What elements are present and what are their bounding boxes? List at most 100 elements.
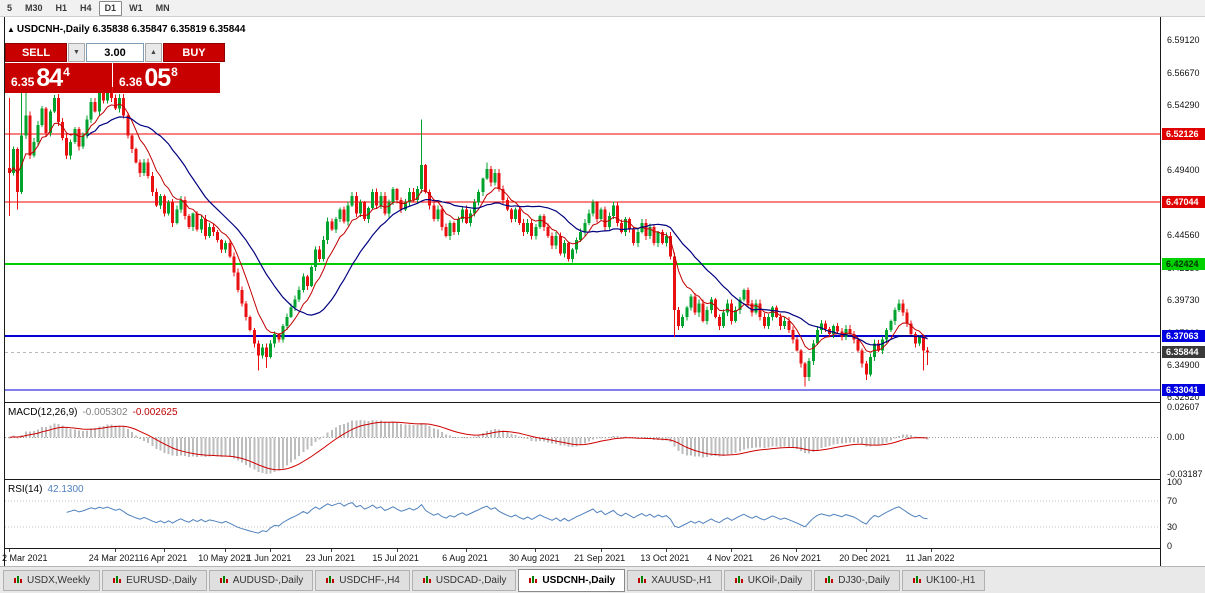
timeframe-button-H4[interactable]: H4 xyxy=(80,2,92,13)
bid-price-pip-digit: 4 xyxy=(63,65,70,79)
date-tick xyxy=(9,549,10,552)
volume-increase-button[interactable]: ▲ xyxy=(145,43,162,62)
price-tick: 6.44560 xyxy=(1167,230,1200,241)
date-tick xyxy=(665,549,667,552)
chart-tab-icon xyxy=(734,576,743,583)
level-price-badge: 6.42424 xyxy=(1162,258,1205,271)
rsi-line xyxy=(66,502,928,534)
bid-price-display[interactable]: 6.35 84 4 xyxy=(5,63,112,93)
pane-divider[interactable] xyxy=(4,479,1205,480)
candles-layer xyxy=(8,69,929,387)
rsi-indicator-title: RSI(14) 42.1300 xyxy=(8,484,89,495)
macd-axis-label: -0.03187 xyxy=(1167,468,1203,479)
buy-button[interactable]: BUY xyxy=(163,43,225,62)
bid-price-prefix: 6.35 xyxy=(11,75,35,89)
macd-axis-label: 0.00 xyxy=(1167,432,1185,443)
volume-input[interactable]: 3.00 xyxy=(86,43,144,62)
ask-price-display[interactable]: 6.36 05 8 xyxy=(113,63,220,93)
date-label: 6 Aug 2021 xyxy=(442,553,488,563)
chart-tab-icon xyxy=(825,576,834,583)
tab-eurusd-daily[interactable]: EURUSD-,Daily xyxy=(102,569,207,591)
sell-button[interactable]: SELL xyxy=(5,43,67,62)
date-tick xyxy=(164,549,166,552)
date-tick xyxy=(396,549,398,552)
price-tick: 6.54290 xyxy=(1167,99,1200,110)
date-label: 30 Aug 2021 xyxy=(509,553,560,563)
tab-usdchf-h4[interactable]: USDCHF-,H4 xyxy=(315,569,410,591)
chart-tab-icon xyxy=(912,576,921,583)
current-price-badge: 6.35844 xyxy=(1162,346,1205,359)
chart-region[interactable]: ▲ USDCNH-,Daily 6.35838 6.35847 6.35819 6… xyxy=(0,17,1205,566)
ask-price-prefix: 6.36 xyxy=(119,75,143,89)
level-price-badge: 6.47044 xyxy=(1162,196,1205,209)
timeframe-button-H1[interactable]: H1 xyxy=(55,2,68,13)
price-tick: 6.59120 xyxy=(1167,34,1200,45)
macd-axis-label: 0.02607 xyxy=(1167,402,1200,413)
rsi-label: RSI(14) xyxy=(8,484,43,495)
chart-tab-icon xyxy=(326,576,335,583)
level-price-badge: 6.37063 xyxy=(1162,330,1205,343)
chart-tab-icon xyxy=(113,576,122,583)
date-tick xyxy=(465,549,467,552)
rsi-axis-label: 70 xyxy=(1167,496,1178,507)
rsi-value: 42.1300 xyxy=(47,484,84,495)
date-label: 23 Jun 2021 xyxy=(305,553,356,563)
ask-price-pip-digit: 8 xyxy=(171,65,178,79)
tab-audusd-daily[interactable]: AUDUSD-,Daily xyxy=(208,569,314,591)
date-label: 20 Dec 2021 xyxy=(839,553,891,563)
timeframe-button-MN[interactable]: MN xyxy=(155,2,170,13)
chart-tab-icon xyxy=(219,576,228,583)
timeframe-button-W1[interactable]: W1 xyxy=(129,2,143,13)
date-tick xyxy=(535,549,537,552)
price-tick: 6.39730 xyxy=(1167,295,1200,306)
axis-separator xyxy=(1160,17,1161,566)
tab-label: AUDUSD-,Daily xyxy=(232,574,304,586)
pane-divider[interactable] xyxy=(4,402,1205,403)
date-tick xyxy=(225,549,227,552)
level-price-badge: 6.52126 xyxy=(1162,127,1205,140)
one-click-trading-panel: SELL ▼ 3.00 ▲ BUY 6.35 84 4 6.36 05 8 xyxy=(5,43,225,94)
macd-indicator-pane[interactable] xyxy=(5,403,1160,479)
volume-decrease-button[interactable]: ▼ xyxy=(68,43,85,62)
tab-label: USDCNH-,Daily xyxy=(542,574,616,586)
price-tick: 6.56670 xyxy=(1167,67,1200,78)
rsi-axis-label: 30 xyxy=(1167,521,1178,532)
date-tick xyxy=(865,549,867,552)
collapse-arrow-icon[interactable]: ▲ xyxy=(7,25,15,34)
timeframe-button-M30[interactable]: M30 xyxy=(25,2,43,13)
tab-ukoil-daily[interactable]: UKOil-,Daily xyxy=(723,569,813,591)
rsi-indicator-pane[interactable] xyxy=(5,480,1160,548)
timeframe-button-5[interactable]: 5 xyxy=(7,2,13,13)
price-axis[interactable]: 6.591206.566706.542906.518806.494006.470… xyxy=(1161,17,1205,566)
rsi-axis-label: 0 xyxy=(1167,541,1173,551)
tab-usdx-weekly[interactable]: USDX,Weekly xyxy=(3,569,101,591)
date-label: 21 Sep 2021 xyxy=(574,553,626,563)
date-label: 10 May 2021 xyxy=(198,553,251,563)
chart-tab-icon xyxy=(14,576,22,583)
tab-dj30-daily[interactable]: DJ30-,Daily xyxy=(814,569,900,591)
tab-usdcad-daily[interactable]: USDCAD-,Daily xyxy=(411,569,517,591)
date-tick xyxy=(731,549,733,552)
date-tick xyxy=(796,549,798,552)
chart-tab-bar: USDX,Weekly EURUSD-,Daily AUDUSD-,Daily USD… xyxy=(0,566,1205,593)
tab-xauusd-h1[interactable]: XAUUSD-,H1 xyxy=(627,569,722,591)
tab-label: UK100-,H1 xyxy=(925,574,976,586)
date-label: 26 Nov 2021 xyxy=(769,553,821,563)
tab-label: USDCHF-,H4 xyxy=(339,574,400,586)
tab-label: EURUSD-,Daily xyxy=(126,574,197,586)
price-tick: 6.34900 xyxy=(1167,360,1200,371)
time-axis[interactable]: 2 Mar 2021 24 Mar 2021 16 Apr 2021 10 May 2… xyxy=(0,549,1161,566)
tab-uk100-h1[interactable]: UK100-,H1 xyxy=(901,569,986,591)
date-tick xyxy=(115,549,117,552)
tab-usdcnh-daily[interactable]: USDCNH-,Daily xyxy=(518,568,626,592)
macd-indicator-title: MACD(12,26,9) -0.005302 -0.002625 xyxy=(8,407,183,418)
chart-left-border xyxy=(4,17,5,566)
price-chart-pane[interactable] xyxy=(5,17,1160,402)
level-price-badge: 6.33041 xyxy=(1162,384,1205,397)
date-tick xyxy=(931,549,933,552)
timeframe-button-D1[interactable]: D1 xyxy=(98,0,123,16)
date-label: 1 Jun 2021 xyxy=(246,553,292,563)
date-tick xyxy=(270,549,272,552)
date-label: 15 Jul 2021 xyxy=(372,553,419,563)
